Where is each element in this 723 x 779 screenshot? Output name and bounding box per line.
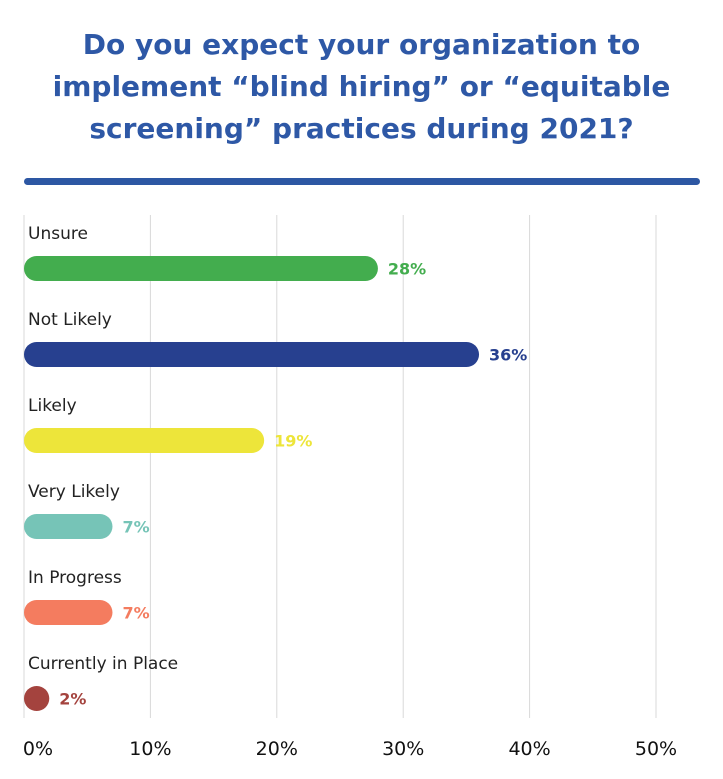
value-label: 19% xyxy=(274,432,312,451)
bar-likely xyxy=(24,428,265,453)
bar-not-likely xyxy=(24,342,480,367)
bar-in-progress xyxy=(24,600,113,625)
x-axis-ticks: 0% 10% 20% 30% 40% 50% xyxy=(23,738,677,760)
chart-title: Do you expect your organization to imple… xyxy=(52,28,671,145)
title-divider xyxy=(24,178,700,185)
value-label: 36% xyxy=(489,346,527,365)
category-label: Unsure xyxy=(28,224,88,244)
bar-currently-in-place xyxy=(24,686,50,711)
bar-very-likely xyxy=(24,514,113,539)
x-tick-label: 50% xyxy=(635,738,677,760)
category-label: Not Likely xyxy=(28,310,112,330)
value-label: 7% xyxy=(122,604,149,623)
category-label: Currently in Place xyxy=(28,654,178,674)
x-tick-label: 40% xyxy=(508,738,550,760)
value-label: 2% xyxy=(59,690,86,709)
x-tick-label: 30% xyxy=(382,738,424,760)
x-tick-label: 10% xyxy=(129,738,171,760)
value-label: 28% xyxy=(388,260,426,279)
x-tick-label: 20% xyxy=(256,738,298,760)
category-label: In Progress xyxy=(28,568,122,588)
value-label: 7% xyxy=(122,518,149,537)
x-tick-label: 0% xyxy=(23,738,53,760)
category-label: Likely xyxy=(28,396,77,416)
bar-unsure xyxy=(24,256,378,281)
category-label: Very Likely xyxy=(28,482,120,502)
bars: Unsure 28% Not Likely 36% Likely 19% Very Like… xyxy=(24,224,527,711)
grid-lines xyxy=(23,215,657,718)
